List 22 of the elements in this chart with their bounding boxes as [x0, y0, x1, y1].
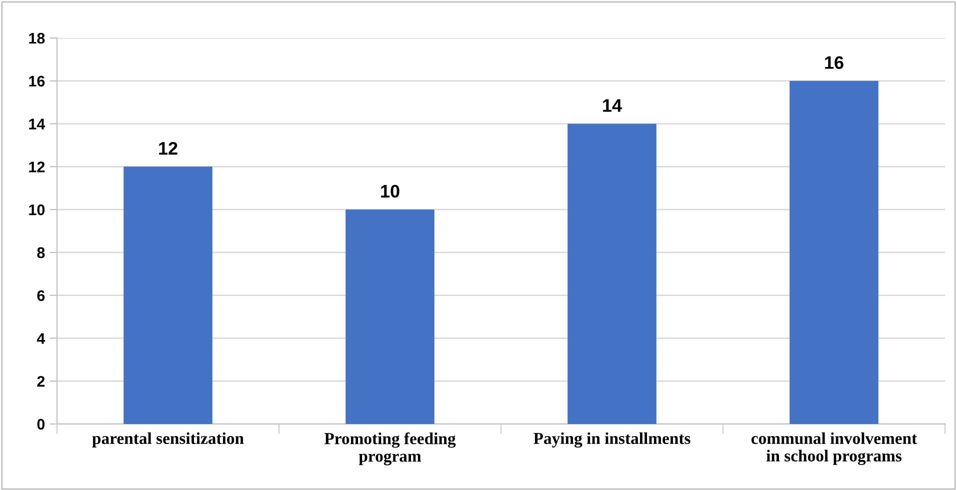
y-tick-label: 14 [29, 118, 46, 130]
bar [346, 210, 434, 424]
y-tick-label: 10 [29, 204, 45, 216]
y-tick-label: 6 [37, 290, 45, 302]
data-label: 14 [603, 99, 622, 112]
bar [124, 166, 212, 424]
y-tick-label: 0 [37, 418, 45, 430]
y-tick-label: 2 [37, 376, 45, 387]
x-tick-label: Paying in installments [534, 432, 690, 448]
y-tick-label: 16 [29, 76, 45, 87]
x-tick-label: parental sensitization [92, 432, 244, 448]
x-tick-label: communal involvement in school programs [751, 432, 918, 466]
data-label: 16 [825, 56, 844, 69]
y-tick-label: 8 [37, 247, 45, 258]
y-tick-label: 18 [29, 32, 45, 44]
x-tick-label: Promoting feeding program [324, 432, 456, 466]
bar [790, 80, 878, 424]
data-label: 10 [381, 184, 400, 198]
y-tick-label: 12 [29, 162, 45, 172]
bar [568, 124, 656, 424]
data-label: 12 [159, 142, 178, 155]
y-tick-label: 4 [36, 333, 46, 344]
